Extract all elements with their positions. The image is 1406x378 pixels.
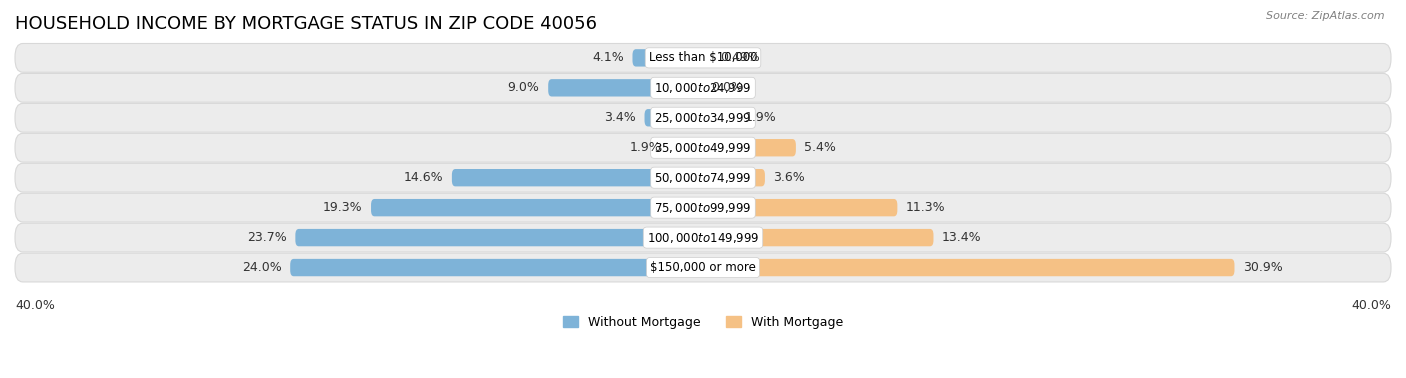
FancyBboxPatch shape	[295, 229, 703, 246]
Text: $50,000 to $74,999: $50,000 to $74,999	[654, 171, 752, 185]
FancyBboxPatch shape	[15, 43, 1391, 72]
Text: 1.9%: 1.9%	[744, 111, 776, 124]
Text: 14.6%: 14.6%	[404, 171, 443, 184]
Legend: Without Mortgage, With Mortgage: Without Mortgage, With Mortgage	[562, 316, 844, 329]
FancyBboxPatch shape	[703, 169, 765, 186]
Text: 19.3%: 19.3%	[323, 201, 363, 214]
Text: 3.4%: 3.4%	[605, 111, 636, 124]
Text: $75,000 to $99,999: $75,000 to $99,999	[654, 201, 752, 215]
Text: 40.0%: 40.0%	[1351, 299, 1391, 312]
Text: Less than $10,000: Less than $10,000	[648, 51, 758, 64]
Text: $100,000 to $149,999: $100,000 to $149,999	[647, 231, 759, 245]
FancyBboxPatch shape	[703, 139, 796, 156]
Text: 5.4%: 5.4%	[804, 141, 837, 154]
FancyBboxPatch shape	[15, 163, 1391, 192]
Text: 3.6%: 3.6%	[773, 171, 806, 184]
FancyBboxPatch shape	[703, 49, 711, 67]
FancyBboxPatch shape	[15, 104, 1391, 132]
FancyBboxPatch shape	[644, 109, 703, 127]
Text: 30.9%: 30.9%	[1243, 261, 1282, 274]
FancyBboxPatch shape	[15, 193, 1391, 222]
Text: $25,000 to $34,999: $25,000 to $34,999	[654, 111, 752, 125]
Text: 9.0%: 9.0%	[508, 81, 540, 94]
Text: 11.3%: 11.3%	[905, 201, 946, 214]
Text: 1.9%: 1.9%	[630, 141, 662, 154]
Text: 40.0%: 40.0%	[15, 299, 55, 312]
Text: Source: ZipAtlas.com: Source: ZipAtlas.com	[1267, 11, 1385, 21]
Text: 13.4%: 13.4%	[942, 231, 981, 244]
Text: $10,000 to $24,999: $10,000 to $24,999	[654, 81, 752, 95]
FancyBboxPatch shape	[290, 259, 703, 276]
FancyBboxPatch shape	[703, 229, 934, 246]
Text: 23.7%: 23.7%	[247, 231, 287, 244]
FancyBboxPatch shape	[703, 259, 1234, 276]
FancyBboxPatch shape	[671, 139, 703, 156]
Text: $150,000 or more: $150,000 or more	[650, 261, 756, 274]
FancyBboxPatch shape	[703, 199, 897, 216]
FancyBboxPatch shape	[15, 133, 1391, 162]
FancyBboxPatch shape	[15, 253, 1391, 282]
FancyBboxPatch shape	[703, 109, 735, 127]
Text: 0.49%: 0.49%	[720, 51, 759, 64]
Text: 0.0%: 0.0%	[711, 81, 744, 94]
FancyBboxPatch shape	[633, 49, 703, 67]
FancyBboxPatch shape	[15, 73, 1391, 102]
Text: $35,000 to $49,999: $35,000 to $49,999	[654, 141, 752, 155]
FancyBboxPatch shape	[451, 169, 703, 186]
FancyBboxPatch shape	[548, 79, 703, 96]
FancyBboxPatch shape	[371, 199, 703, 216]
Text: 24.0%: 24.0%	[242, 261, 281, 274]
Text: HOUSEHOLD INCOME BY MORTGAGE STATUS IN ZIP CODE 40056: HOUSEHOLD INCOME BY MORTGAGE STATUS IN Z…	[15, 15, 598, 33]
Text: 4.1%: 4.1%	[592, 51, 624, 64]
FancyBboxPatch shape	[15, 223, 1391, 252]
